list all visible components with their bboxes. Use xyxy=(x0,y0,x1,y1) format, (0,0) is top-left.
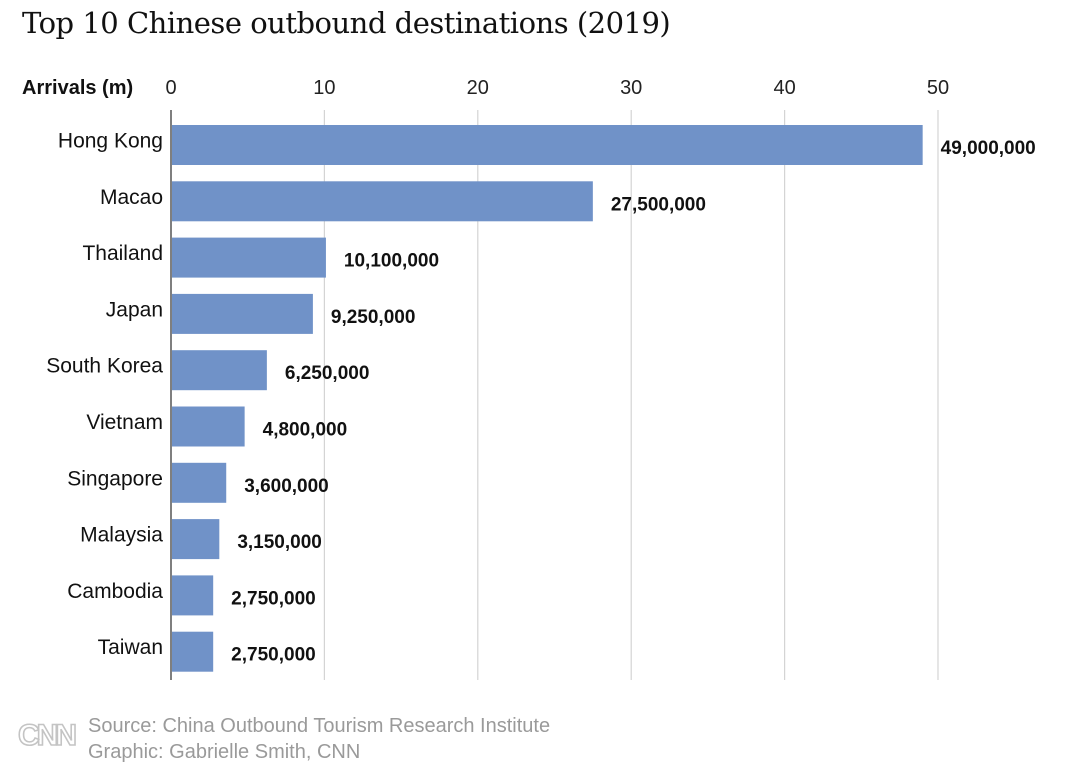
bar-macao xyxy=(172,181,593,222)
category-label: Japan xyxy=(106,298,163,321)
bar-cambodia xyxy=(172,575,214,616)
bar-thailand xyxy=(172,237,326,278)
x-tick-label-40: 40 xyxy=(773,77,795,99)
value-label: 9,250,000 xyxy=(331,307,416,328)
category-label: Cambodia xyxy=(67,580,163,603)
value-label: 2,750,000 xyxy=(231,588,316,609)
x-tick-label-0: 0 xyxy=(165,77,176,99)
x-tick-label-10: 10 xyxy=(313,77,335,99)
category-label: Thailand xyxy=(82,242,163,265)
x-axis-label: Arrivals (m) xyxy=(22,77,133,99)
category-label: Taiwan xyxy=(98,636,163,659)
value-label: 6,250,000 xyxy=(285,363,370,384)
value-label: 3,150,000 xyxy=(237,532,322,553)
chart-title: Top 10 Chinese outbound destinations (20… xyxy=(22,6,671,40)
bar-taiwan xyxy=(172,631,214,672)
x-tick-label-20: 20 xyxy=(467,77,489,99)
value-label: 3,600,000 xyxy=(244,476,329,497)
credits: Source: China Outbound Tourism Research … xyxy=(88,713,550,765)
category-label: Vietnam xyxy=(86,411,163,434)
bars xyxy=(172,125,923,672)
category-label: Malaysia xyxy=(80,524,163,547)
bar-vietnam xyxy=(172,406,245,447)
value-label: 10,100,000 xyxy=(344,251,439,272)
value-label: 27,500,000 xyxy=(611,194,706,215)
source-text: Source: China Outbound Tourism Research … xyxy=(88,715,551,737)
bar-japan xyxy=(172,293,313,334)
graphic-credit: Graphic: Gabrielle Smith, CNN xyxy=(88,741,361,763)
axis: Arrivals (m) 0 10 20 30 40 50 xyxy=(22,77,949,99)
value-label: 49,000,000 xyxy=(941,138,1036,159)
x-tick-label-50: 50 xyxy=(927,77,949,99)
bar-singapore xyxy=(172,462,227,503)
bar-chart: Arrivals (m) 0 10 20 30 40 50 Hong Kong 49,000… xyxy=(22,77,1036,680)
bar-south-korea xyxy=(172,350,267,391)
x-tick-label-30: 30 xyxy=(620,77,642,99)
bar-malaysia xyxy=(172,519,220,560)
svg-text:CNN: CNN xyxy=(18,719,75,751)
value-label: 4,800,000 xyxy=(263,420,348,441)
category-label: Macao xyxy=(100,186,163,209)
value-label: 2,750,000 xyxy=(231,645,316,666)
bar-hong-kong xyxy=(172,125,923,165)
category-label: Singapore xyxy=(67,467,163,490)
category-label: South Korea xyxy=(46,355,163,378)
category-label: Hong Kong xyxy=(58,130,163,153)
labels: Hong Kong 49,000,000 Macao 27,500,000 Thaila… xyxy=(46,130,1036,666)
cnn-logo-icon: CNN xyxy=(18,718,76,751)
footer: CNN Source: China Outbound Tourism Resea… xyxy=(18,713,550,769)
